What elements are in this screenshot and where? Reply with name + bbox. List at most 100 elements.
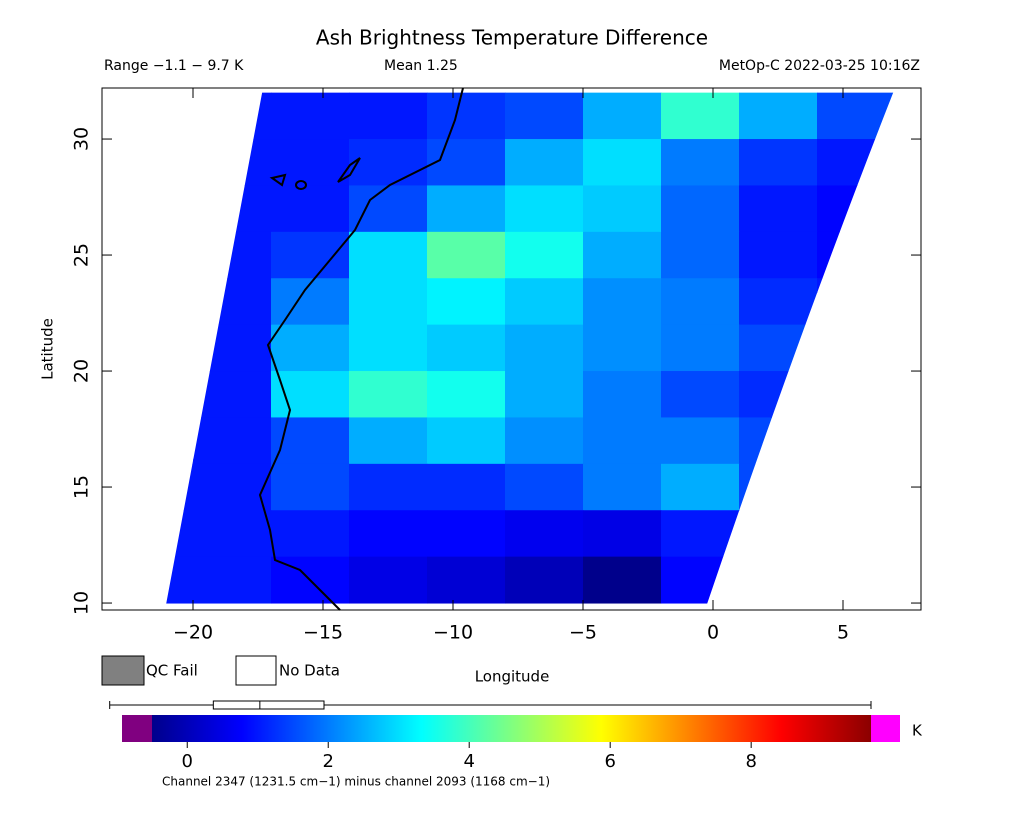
heat-cell [583,92,662,140]
heat-cell [271,231,350,279]
heat-cell [817,463,895,511]
heat-cell [661,463,740,511]
heat-cell [817,185,895,233]
heat-cell [271,324,350,372]
heat-cell [661,556,740,604]
x-axis-label: Longitude [475,668,550,686]
heat-cell [193,371,272,418]
heat-cell [583,139,662,186]
heat-cell [661,185,740,233]
heat-cell [505,92,584,140]
heat-cell [427,278,506,326]
x-tick-label: −10 [433,622,473,644]
subtitle: Range −1.1 − 9.7 K [104,58,244,74]
heat-cell [271,139,350,186]
heat-cell [583,463,662,511]
heat-cell [165,92,194,140]
y-axis-label: Latitude [39,318,57,380]
heat-cell [427,185,506,233]
heat-cell [661,510,740,558]
heat-cell [583,278,662,326]
legend-label: QC Fail [146,662,198,680]
heat-cell [817,92,895,140]
heat-cell [427,324,506,372]
heat-cell [427,463,506,511]
heat-cell [349,324,428,372]
heat-cell [349,371,428,418]
colorbar-over [871,715,900,742]
heat-cell [165,371,194,418]
legend-label: No Data [279,662,340,680]
colorbar-note: Channel 2347 (1231.5 cm−1) minus channel… [162,775,550,789]
heat-cell [193,231,272,279]
heat-cell [193,417,272,465]
heat-cell [427,92,506,140]
heat-cell [661,417,740,465]
heat-cell [739,371,818,418]
colorbar-tick-label: 2 [322,751,333,772]
coastline [258,87,464,611]
heat-cell [505,324,584,372]
y-tick-label: 30 [71,127,93,151]
heat-cell [271,417,350,465]
heat-cell [739,417,818,465]
heat-cell [817,231,895,279]
heat-cell [583,417,662,465]
heat-cell [583,371,662,418]
heat-cell [427,556,506,604]
heat-cell [817,278,895,326]
y-tick-label: 15 [71,475,93,499]
heat-cell [427,510,506,558]
subtitle: MetOp-C 2022-03-25 10:16Z [719,58,920,74]
heat-cell [739,324,818,372]
heat-cell [505,417,584,465]
islands [269,157,361,190]
colorbar-tick-label: 6 [604,751,615,772]
heat-cell [739,185,818,233]
heat-cell [193,139,272,186]
heat-cell [427,139,506,186]
heat-cell [165,185,194,233]
colorbar-tick-label: 4 [463,751,474,772]
colorbar-tick-label: 0 [182,751,193,772]
heat-cell [505,371,584,418]
heat-cell [193,278,272,326]
heat-cell [739,278,818,326]
heat-cell [165,278,194,326]
heat-cell [193,185,272,233]
heat-cell [817,371,895,418]
heat-cell [165,463,194,511]
heatmap [165,92,895,604]
title: Ash Brightness Temperature Difference [316,26,708,50]
y-tick-label: 20 [71,359,93,383]
heat-cell [505,185,584,233]
heat-cell [165,556,194,604]
x-tick-label: −15 [303,622,343,644]
heat-cell [583,185,662,233]
heat-cell [271,463,350,511]
heat-cell [271,185,350,233]
heat-cell [817,139,895,186]
heat-cell [349,556,428,604]
colorbar-tick-label: 8 [745,751,756,772]
heat-cell [505,231,584,279]
heat-cell [165,324,194,372]
heat-cell [661,139,740,186]
heat-cell [661,231,740,279]
y-tick-label: 25 [71,243,93,267]
heat-cell [349,417,428,465]
heat-cell [661,278,740,326]
heat-cell [427,231,506,279]
heat-cell [349,278,428,326]
heat-cell [165,417,194,465]
heat-cell [739,139,818,186]
x-tick-label: 0 [707,622,719,644]
legend-swatch [101,655,145,686]
box [212,700,325,710]
heat-cell [271,278,350,326]
heat-cell [349,185,428,233]
heat-cell [349,92,428,140]
heat-cell [193,463,272,511]
heat-cell [165,139,194,186]
